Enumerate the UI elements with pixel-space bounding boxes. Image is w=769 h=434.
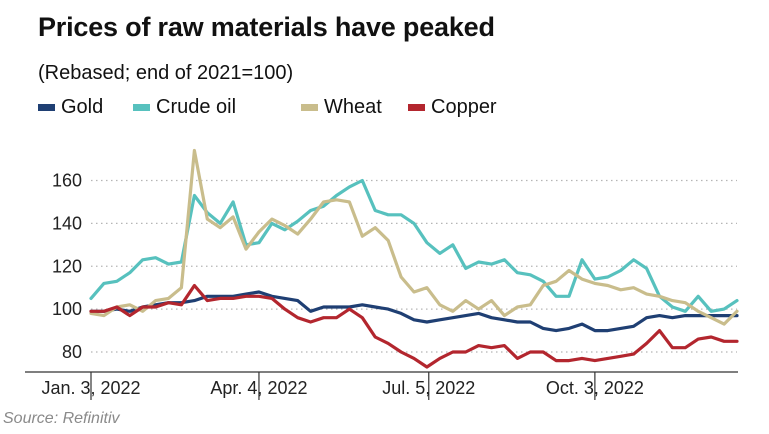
x-tick-label-2022-01-03: Jan. 3, 2022 [41,378,140,398]
y-tick-label-120: 120 [52,256,82,276]
legend-swatch-crude-oil [133,104,150,111]
legend-label-crude-oil: Crude oil [156,96,237,118]
legend-item-copper: Copper [408,96,497,119]
chart-title: Prices of raw materials have peaked [38,12,495,42]
y-tick-label-160: 160 [52,171,82,191]
legend-label-gold: Gold [61,96,104,118]
axes: 80 100 120 140 160 Jan. 3, 2022 Apr. 4, 2022 Ju… [25,171,738,400]
legend-item-crude-oil: Crude oil [133,96,236,119]
y-tick-label-100: 100 [52,299,82,319]
legend: Gold Crude oil Wheat Copper [38,96,738,120]
legend-label-copper: Copper [431,96,497,118]
chart-subtitle: (Rebased; end of 2021=100) [38,62,294,84]
series-line-wheat [89,148,739,326]
series-lines [89,148,739,369]
x-tick-label-2022-04-04: Apr. 4, 2022 [210,378,307,398]
series-line-crude-oil [89,178,739,313]
x-tick-label-2022-07-05: Jul. 5, 2022 [382,378,475,398]
legend-swatch-gold [38,104,55,111]
y-tick-label-140: 140 [52,213,82,233]
legend-item-gold: Gold [38,96,103,119]
series-line-copper [89,283,739,369]
x-tick-label-2022-10-03: Oct. 3, 2022 [546,378,644,398]
series-line-gold [89,290,739,333]
legend-swatch-wheat [301,104,318,111]
y-tick-label-80: 80 [62,342,82,362]
legend-item-wheat: Wheat [301,96,382,119]
legend-label-wheat: Wheat [324,96,382,118]
legend-swatch-copper [408,104,425,111]
source-note: Source: Refinitiv [3,410,120,427]
